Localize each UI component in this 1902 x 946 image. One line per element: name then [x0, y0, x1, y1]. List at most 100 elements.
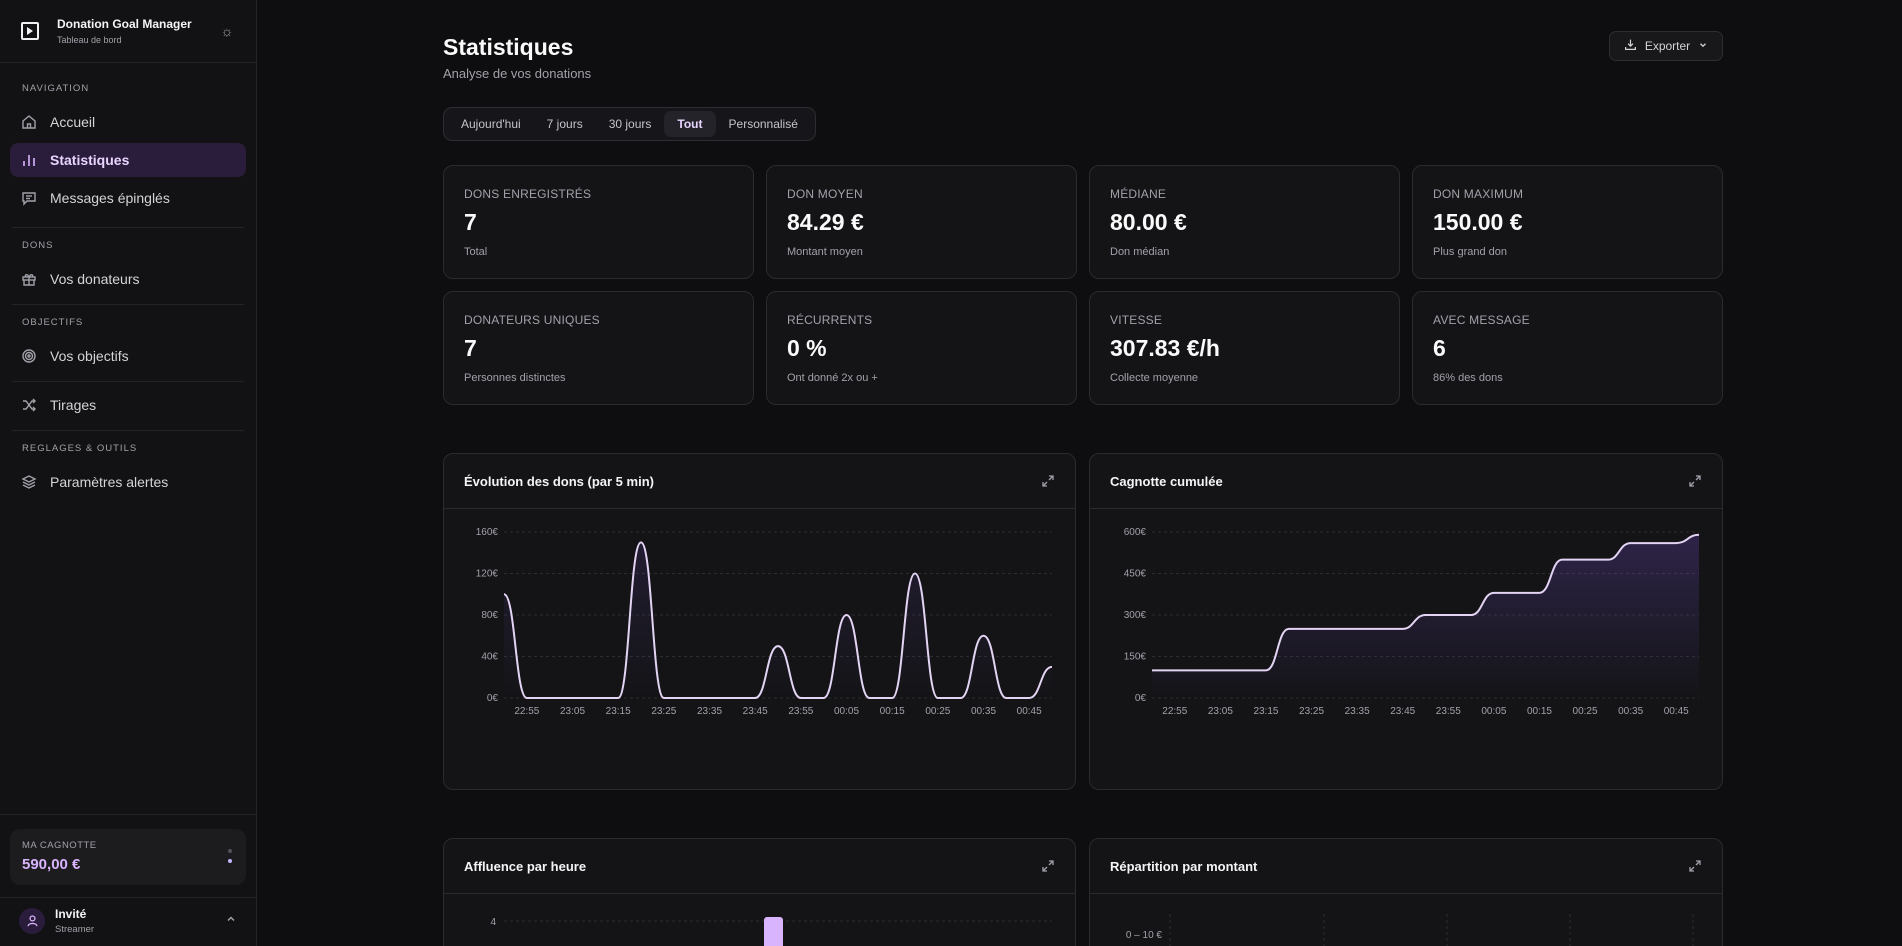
- user-avatar-icon: [19, 907, 45, 934]
- user-role: Streamer: [55, 923, 95, 935]
- sidebar: Donation Goal Manager Tableau de bord ☼ …: [0, 0, 257, 946]
- app-subtitle: Tableau de bord: [57, 35, 122, 45]
- y-tick-label: 150€: [1124, 652, 1147, 663]
- tab-30-jours[interactable]: 30 jours: [608, 117, 652, 131]
- shuffle-icon: [21, 397, 37, 413]
- sidebar-item-tirages[interactable]: Tirages: [10, 388, 246, 422]
- sidebar-item-donateurs[interactable]: Vos donateurs: [10, 262, 246, 296]
- wallet-label: MA CAGNOTTE: [22, 840, 97, 851]
- expand-icon[interactable]: [1041, 859, 1055, 873]
- x-tick-label: 23:05: [1208, 706, 1233, 717]
- stat-card-don-maximum: DON MAXIMUM 150.00 € Plus grand don: [1412, 165, 1723, 279]
- chevron-up-icon[interactable]: [225, 913, 237, 928]
- chart-title: Répartition par montant: [1110, 858, 1258, 874]
- stat-value: 7: [464, 209, 477, 235]
- stat-card-dons-enregistres: DONS ENREGISTRÉS 7 Total: [443, 165, 754, 279]
- affluence-chart: 4: [490, 917, 1052, 946]
- divider: [0, 814, 256, 815]
- x-tick-label: 00:25: [925, 706, 950, 717]
- x-tick-label: 23:15: [1253, 706, 1278, 717]
- x-tick-label: 00:15: [1527, 706, 1552, 717]
- x-tick-label: 22:55: [1162, 706, 1187, 717]
- stat-card-vitesse: VITESSE 307.83 €/h Collecte moyenne: [1089, 291, 1400, 405]
- page-subtitle: Analyse de vos donations: [443, 66, 592, 81]
- x-tick-label: 00:45: [1664, 706, 1689, 717]
- series-line: [503, 541, 1053, 699]
- y-tick-label: 450€: [1124, 569, 1147, 580]
- stat-caption: Total: [464, 246, 488, 258]
- chart-title: Évolution des dons (par 5 min): [464, 473, 654, 489]
- x-tick-label: 22:55: [514, 706, 539, 717]
- stat-label: DONS ENREGISTRÉS: [464, 187, 592, 201]
- x-tick-label: 23:45: [743, 706, 768, 717]
- stat-caption: 86% des dons: [1433, 372, 1503, 384]
- y-tick-label: 120€: [476, 569, 499, 580]
- expand-icon[interactable]: [1688, 859, 1702, 873]
- period-tabs: Aujourd'hui 7 jours 30 jours Tout Person…: [443, 107, 816, 141]
- sidebar-item-label: Tirages: [50, 397, 97, 413]
- stat-caption: Don médian: [1110, 246, 1170, 258]
- sidebar-item-label: Messages épinglés: [50, 190, 170, 206]
- sun-icon[interactable]: ☼: [220, 23, 234, 39]
- stat-value: 0 %: [787, 335, 827, 361]
- bar-chart-icon: [21, 152, 37, 168]
- expand-icon[interactable]: [1688, 474, 1702, 488]
- tab-7-jours[interactable]: 7 jours: [546, 117, 583, 131]
- evolution-chart: 0€ 40€ 80€ 120€ 160€ 22:55 23:05 23:15 23:25 23:3…: [476, 527, 1053, 717]
- x-tick-label: 23:55: [1436, 706, 1461, 717]
- stat-value: 7: [464, 335, 477, 361]
- stat-value: 150.00 €: [1433, 209, 1523, 235]
- tab-personnalise[interactable]: Personnalisé: [728, 117, 798, 131]
- bar: [764, 917, 783, 946]
- y-tick-label: 0€: [487, 693, 499, 704]
- user-menu[interactable]: Invité Streamer: [0, 897, 256, 937]
- gift-icon: [21, 271, 37, 287]
- expand-icon[interactable]: [1041, 474, 1055, 488]
- stat-label: DON MOYEN: [787, 187, 863, 201]
- app-title: Donation Goal Manager: [57, 17, 192, 31]
- stat-value: 307.83 €/h: [1110, 335, 1220, 361]
- sidebar-item-objectifs[interactable]: Vos objectifs: [10, 339, 246, 373]
- chart-panel-cumul: Cagnotte cumulée 0€ 150€ 300€ 450€ 600€ 22:55…: [1089, 453, 1723, 790]
- section-title-reglages: REGLAGES & OUTILS: [22, 443, 138, 454]
- x-tick-label: 23:45: [1390, 706, 1415, 717]
- sidebar-item-parametres[interactable]: Paramètres alertes: [10, 465, 246, 499]
- divider: [12, 381, 244, 382]
- section-title-objectifs: OBJECTIFS: [22, 317, 84, 328]
- sidebar-item-statistiques[interactable]: Statistiques: [10, 143, 246, 177]
- chart-panel-evolution: Évolution des dons (par 5 min) 0€ 40€ 80€ 1…: [443, 453, 1076, 790]
- stat-caption: Montant moyen: [787, 246, 863, 258]
- stat-label: DONATEURS UNIQUES: [464, 313, 600, 327]
- stat-card-donateurs-uniques: DONATEURS UNIQUES 7 Personnes distinctes: [443, 291, 754, 405]
- user-name: Invité: [55, 906, 87, 921]
- tab-aujourdhui[interactable]: Aujourd'hui: [461, 117, 521, 131]
- x-tick-label: 23:15: [606, 706, 631, 717]
- section-title-dons: DONS: [22, 240, 54, 251]
- export-button[interactable]: Exporter: [1609, 31, 1723, 61]
- x-tick-label: 23:35: [1345, 706, 1370, 717]
- series-area: [1152, 534, 1699, 698]
- x-tick-label: 00:15: [880, 706, 905, 717]
- stat-label: RÉCURRENTS: [787, 313, 873, 327]
- x-tick-label: 00:05: [1481, 706, 1506, 717]
- chart-panel-repartition: Répartition par montant 0 – 10 €: [1089, 838, 1723, 946]
- x-tick-label: 23:25: [1299, 706, 1324, 717]
- wallet-pager[interactable]: [228, 849, 234, 869]
- chart-panel-affluence: Affluence par heure 4: [443, 838, 1076, 946]
- sidebar-item-accueil[interactable]: Accueil: [10, 105, 246, 139]
- y-tick-label: 80€: [481, 610, 498, 621]
- chart-title: Cagnotte cumulée: [1110, 473, 1223, 489]
- chevron-down-icon: [1698, 39, 1708, 53]
- stat-label: MÉDIANE: [1110, 187, 1167, 201]
- tab-tout[interactable]: Tout: [664, 111, 716, 137]
- divider: [12, 227, 244, 228]
- layers-icon: [21, 474, 37, 490]
- stat-label: DON MAXIMUM: [1433, 187, 1524, 201]
- section-title-navigation: NAVIGATION: [22, 83, 90, 94]
- wallet-card[interactable]: MA CAGNOTTE 590,00 €: [10, 829, 246, 885]
- export-label: Exporter: [1644, 39, 1691, 53]
- sidebar-item-messages[interactable]: Messages épinglés: [10, 181, 246, 215]
- stat-label: VITESSE: [1110, 313, 1163, 327]
- y-tick-label: 0€: [1135, 693, 1147, 704]
- wallet-value: 590,00 €: [22, 856, 81, 873]
